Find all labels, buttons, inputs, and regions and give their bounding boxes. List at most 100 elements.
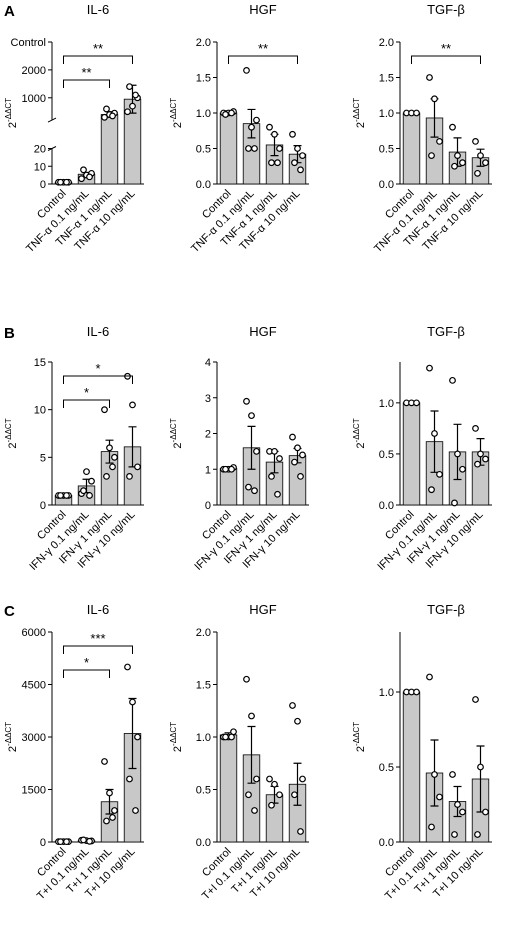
data-point: [251, 807, 258, 814]
data-point: [106, 789, 113, 797]
y-axis-label: 2-ΔΔCT: [169, 98, 184, 128]
chart-title: TGF-β: [427, 2, 465, 17]
error-bar: [247, 425, 256, 470]
y-axis-label-sup: -ΔΔCT: [4, 98, 13, 122]
y-tick-label: 10: [34, 405, 46, 417]
data-point: [134, 733, 141, 741]
data-point: [297, 473, 304, 480]
error-bar: [247, 108, 256, 139]
data-point: [474, 831, 481, 838]
panel-letter: C: [4, 603, 15, 620]
data-point: [271, 447, 278, 455]
significance-bracket: [228, 55, 298, 64]
y-tick-label: 0.0: [379, 179, 394, 191]
y-tick-label: 0: [40, 837, 46, 849]
error-bar: [293, 762, 302, 806]
data-point: [132, 91, 139, 99]
chart-title: TGF-β: [427, 602, 465, 617]
data-point: [451, 499, 458, 507]
data-point: [126, 473, 133, 480]
data-point: [289, 433, 296, 441]
data-point: [109, 463, 116, 471]
y-tick-label: 1000: [22, 93, 46, 105]
significance-label: *: [95, 361, 100, 376]
bar: [402, 691, 421, 843]
y-axis-label-base: 2: [355, 746, 367, 752]
data-point: [482, 159, 489, 167]
y-axis-label-sup: -ΔΔCT: [4, 722, 13, 746]
data-point: [426, 74, 433, 81]
data-point: [253, 116, 260, 124]
y-axis-label: 2-ΔΔCT: [352, 418, 367, 448]
data-point: [63, 492, 70, 499]
y-tick-label: 1.5: [196, 680, 211, 692]
y-axis-label-sup: -ΔΔCT: [352, 418, 361, 442]
data-point: [268, 801, 275, 809]
y-axis-label-base: 2: [172, 122, 184, 128]
significance-label: **: [441, 41, 451, 56]
y-axis-label-sup: -ΔΔCT: [352, 98, 361, 122]
y-tick-label: 5: [40, 452, 46, 464]
data-point: [80, 166, 87, 174]
data-point: [449, 376, 456, 384]
data-point: [428, 486, 435, 494]
y-axis-label-base: 2: [7, 746, 19, 752]
data-point: [222, 111, 229, 118]
data-point: [291, 159, 298, 167]
data-point: [86, 492, 93, 499]
chart-title: HGF: [249, 324, 277, 339]
data-point: [78, 175, 85, 183]
data-point: [271, 780, 278, 788]
significance-bracket: [411, 55, 481, 64]
data-point: [248, 712, 255, 720]
data-point: [86, 173, 93, 181]
y-tick-label: 4: [205, 357, 211, 369]
y-axis-label-sup: -ΔΔCT: [4, 418, 13, 442]
data-point: [472, 696, 479, 703]
chart-title: TGF-β: [427, 324, 465, 339]
y-tick-label: 0.0: [196, 179, 211, 191]
y-tick-label: 0.5: [379, 762, 394, 774]
data-point: [245, 145, 252, 152]
y-tick-label: 1.0: [379, 398, 394, 410]
data-point: [222, 733, 229, 741]
y-tick-label: 10: [34, 161, 46, 173]
data-point: [289, 130, 296, 138]
y-tick-label: 1.5: [196, 73, 211, 85]
chart-title: HGF: [249, 602, 277, 617]
data-point: [268, 159, 275, 167]
data-point: [266, 775, 273, 783]
data-point: [413, 688, 420, 696]
y-tick-label: 0: [40, 179, 46, 191]
data-point: [294, 717, 301, 725]
data-point: [472, 424, 479, 432]
y-tick-label: 1.0: [196, 732, 211, 744]
significance-bracket: [63, 669, 110, 678]
data-point: [106, 444, 113, 452]
y-axis-label-base: 2: [7, 442, 19, 448]
y-axis-label-base: 2: [355, 442, 367, 448]
data-point: [57, 838, 64, 846]
y-tick-label: 2: [205, 429, 211, 441]
data-point: [426, 673, 433, 681]
data-point: [274, 490, 281, 498]
significance-label: **: [81, 65, 91, 80]
bar: [219, 734, 238, 843]
data-point: [251, 487, 258, 495]
data-point: [228, 733, 235, 741]
significance-label: ***: [90, 631, 105, 646]
chart: A IL-62-ΔΔCT0102010002000ControlControlTN…: [4, 2, 144, 255]
y-tick-label: 0.0: [379, 837, 394, 849]
data-point: [276, 145, 283, 152]
chart-title: IL-6: [87, 602, 109, 617]
data-point: [454, 152, 461, 160]
data-point: [228, 465, 235, 473]
y-axis-label: 2-ΔΔCT: [4, 722, 19, 752]
data-point: [245, 791, 252, 799]
y-axis-label-base: 2: [172, 442, 184, 448]
